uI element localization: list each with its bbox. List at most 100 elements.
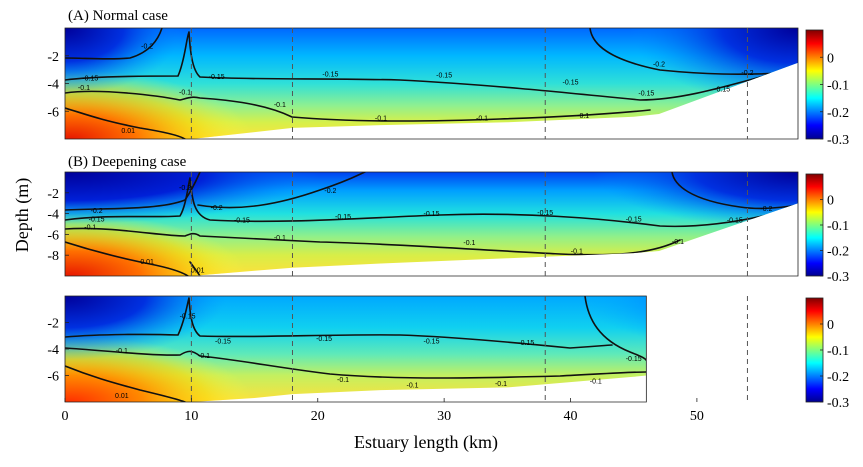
colorbar-tick-label: 0 xyxy=(827,194,834,209)
section-dashed-lines xyxy=(190,28,748,139)
colorbar-tick-label: -0.3 xyxy=(827,133,849,148)
y-tick-label: -6 xyxy=(47,228,59,243)
contour-label: -0.2 xyxy=(324,188,336,195)
heatmap-field xyxy=(65,28,798,139)
contour-label: -0.1 xyxy=(116,348,128,355)
contour-line-0p15 xyxy=(65,297,613,349)
contour-line-0p01 xyxy=(189,261,201,276)
y-tick-label: -6 xyxy=(47,370,59,385)
x-tick-label: 20 xyxy=(311,409,325,424)
contour-line-0p1 xyxy=(65,347,647,379)
contour-label: 0.01 xyxy=(115,393,129,400)
contour-label: -0.1 xyxy=(375,116,387,123)
contour-label: -0.15 xyxy=(638,91,654,98)
panel-title: (A) Normal case xyxy=(68,8,168,24)
colorbar-tick-label: -0.1 xyxy=(827,344,849,359)
contour-label: -0.15 xyxy=(436,73,452,80)
panel-normal-case: (A) Normal case -2 -4 -6 -0.2 -0.2 -0.2 -0.15… xyxy=(47,8,799,140)
y-axis-ticks: -2 -4 -6 xyxy=(47,317,69,385)
y-axis-ticks: -2 -4 -6 -8 xyxy=(47,187,69,264)
contour-label: -0.2 xyxy=(141,44,153,51)
panel-deepening-case: (B) Deepening case -2 -4 -6 -8 -0.2 -0.2 -0.2… xyxy=(47,154,799,277)
contour-label: -0.1 xyxy=(407,382,419,389)
x-tick-label: 30 xyxy=(437,409,451,424)
x-tick-label: 50 xyxy=(690,409,704,424)
plot-frame xyxy=(64,27,799,140)
y-axis-ticks: -2 -4 -6 xyxy=(47,50,69,120)
x-tick-label: 10 xyxy=(184,409,198,424)
contour-label: -0.1 xyxy=(571,249,583,256)
contour-line-0p15 xyxy=(65,31,776,101)
contour-label: -0.15 xyxy=(563,80,579,87)
contour-label: -0.15 xyxy=(322,71,338,78)
contour-label: -0.15 xyxy=(215,339,231,346)
colorbar-tick-label: -0.3 xyxy=(827,270,849,285)
plot-frame xyxy=(64,295,647,403)
contour-line-0p2 xyxy=(671,172,798,210)
contour-line-0p01 xyxy=(65,241,189,276)
contour-label: 0.01 xyxy=(140,259,154,266)
contour-label: -0.15 xyxy=(537,210,553,217)
colorbar-tick-label: -0.1 xyxy=(827,79,849,94)
contour-label: -0.15 xyxy=(518,340,534,347)
contour-label: -0.1 xyxy=(198,353,210,360)
contour-label: -0.15 xyxy=(626,356,642,363)
contour-line-0p2 xyxy=(65,28,163,60)
contour-label: -0.2 xyxy=(741,70,753,77)
contour-label: -0.1 xyxy=(274,102,286,109)
contour-label: -0.1 xyxy=(495,381,507,388)
contour-label: 0.01 xyxy=(121,128,135,135)
colorbar-tick-label: -0.3 xyxy=(827,396,849,411)
y-tick-label: -6 xyxy=(47,105,59,120)
contour-line-0p2 xyxy=(65,172,201,211)
contour-label: -0.2 xyxy=(760,206,772,213)
contour-label: -0.15 xyxy=(209,74,225,81)
contour-line-0p15 xyxy=(584,296,647,361)
y-tick-label: -2 xyxy=(47,187,59,202)
contour-label: -0.1 xyxy=(463,240,475,247)
contour-label: -0.15 xyxy=(424,211,440,218)
contour-label: -0.15 xyxy=(316,336,332,343)
contour-line-0p1 xyxy=(65,90,651,122)
contour-label: -0.1 xyxy=(84,225,96,232)
y-tick-label: -2 xyxy=(47,317,59,332)
panel-third-case: -2-4-6 -0.15-0.15 -0.15 -0.15 -0.15-0.15-0.… xyxy=(47,295,748,403)
contour-line-0p2 xyxy=(197,172,366,209)
y-tick-label: -4 xyxy=(47,208,59,223)
contour-label: -0.1 xyxy=(337,377,349,384)
y-tick-label: -8 xyxy=(47,249,59,264)
x-tick-label: 40 xyxy=(564,409,578,424)
colorbar-tick-label: 0 xyxy=(827,51,834,66)
panel-title: (B) Deepening case xyxy=(68,154,187,170)
colorbar-tick-label: 0 xyxy=(827,318,834,333)
heatmap-field xyxy=(65,296,647,402)
contour-labels: -0.2-0.2 -0.2-0.2-0.2-0.15 -0.15 -0.15 -0.15… xyxy=(84,185,772,274)
contour-label: -0.15 xyxy=(180,313,196,320)
plot-frame xyxy=(64,171,799,277)
contour-label: -0.1 xyxy=(672,239,684,246)
colorbar-tick-label: -0.1 xyxy=(827,219,849,234)
y-tick-label: -4 xyxy=(47,343,59,358)
contour-label: -0.15 xyxy=(626,216,642,223)
contour-line-0p01 xyxy=(65,365,186,402)
contour-label: -0.2 xyxy=(211,205,223,212)
contour-label: -0.15 xyxy=(335,214,351,221)
contour-line-0p1 xyxy=(65,227,681,256)
contour-label: -0.15 xyxy=(727,217,743,224)
contour-label: 0.01 xyxy=(191,267,205,274)
y-axis-title: Depth (m) xyxy=(12,178,33,252)
heatmap-field xyxy=(65,172,798,276)
x-axis-title: Estuary length (km) xyxy=(354,432,498,453)
colorbar-tick-label: -0.2 xyxy=(827,106,849,121)
contour-label: -0.15 xyxy=(234,217,250,224)
contour-label: -0.15 xyxy=(89,216,105,223)
contour-label: -0.2 xyxy=(91,208,103,215)
y-tick-label: -2 xyxy=(47,50,59,65)
contour-labels: -0.15 -0.15 -0.15 -0.15 -0.15 -0.15 -0.1 -0.1 -0… xyxy=(115,313,642,400)
contour-label: -0.15 xyxy=(714,87,730,94)
contour-label: -0.15 xyxy=(424,339,440,346)
contour-label: -0.1 xyxy=(577,113,589,120)
contour-line-0p2 xyxy=(589,28,798,75)
contour-label: -0.2 xyxy=(179,185,191,192)
